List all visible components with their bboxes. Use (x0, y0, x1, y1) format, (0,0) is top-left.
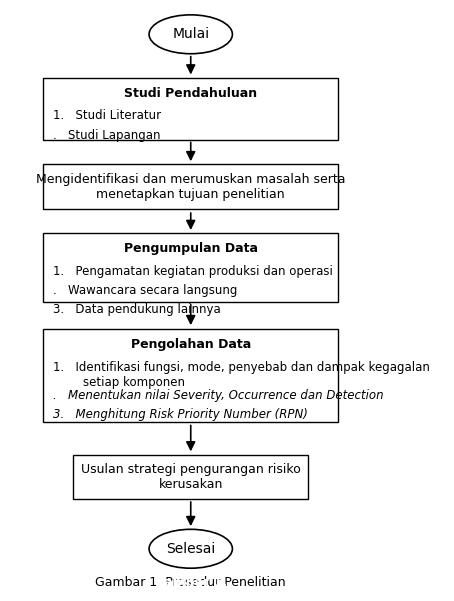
Text: .   Menentukan nilai Severity, Occurrence dan Detection: . Menentukan nilai Severity, Occurrence … (53, 389, 383, 402)
Ellipse shape (149, 15, 232, 53)
Text: 3.   Menghitung Risk Priority Number (RPN): 3. Menghitung Risk Priority Number (RPN) (53, 409, 307, 421)
FancyBboxPatch shape (43, 329, 338, 422)
Text: .   Studi Lapangan: . Studi Lapangan (53, 129, 160, 141)
FancyBboxPatch shape (43, 233, 338, 302)
Ellipse shape (149, 529, 232, 568)
Text: Gambar 1.: Gambar 1. (154, 576, 227, 589)
Text: Gambar 1. Prosedur Penelitian: Gambar 1. Prosedur Penelitian (95, 576, 286, 589)
Text: Studi Pendahuluan: Studi Pendahuluan (124, 87, 257, 100)
Text: 1.   Pengamatan kegiatan produksi dan operasi: 1. Pengamatan kegiatan produksi dan oper… (53, 265, 332, 278)
Text: Pengolahan Data: Pengolahan Data (131, 338, 251, 351)
Text: Mengidentifikasi dan merumuskan masalah serta
menetapkan tujuan penelitian: Mengidentifikasi dan merumuskan masalah … (36, 173, 345, 201)
Text: 3.   Data pendukung lainnya: 3. Data pendukung lainnya (53, 303, 220, 316)
Text: 1.   Studi Literatur: 1. Studi Literatur (53, 109, 161, 123)
Text: Mulai: Mulai (172, 27, 209, 41)
FancyBboxPatch shape (43, 78, 338, 141)
Text: 1.   Identifikasi fungsi, mode, penyebab dan dampak kegagalan
        setiap kom: 1. Identifikasi fungsi, mode, penyebab d… (53, 361, 429, 389)
Text: Pengumpulan Data: Pengumpulan Data (124, 242, 258, 255)
Text: Selesai: Selesai (166, 542, 215, 556)
Text: Usulan strategi pengurangan risiko
kerusakan: Usulan strategi pengurangan risiko kerus… (81, 463, 301, 491)
Text: .   Wawancara secara langsung: . Wawancara secara langsung (53, 284, 237, 297)
FancyBboxPatch shape (43, 165, 338, 209)
FancyBboxPatch shape (74, 454, 308, 499)
